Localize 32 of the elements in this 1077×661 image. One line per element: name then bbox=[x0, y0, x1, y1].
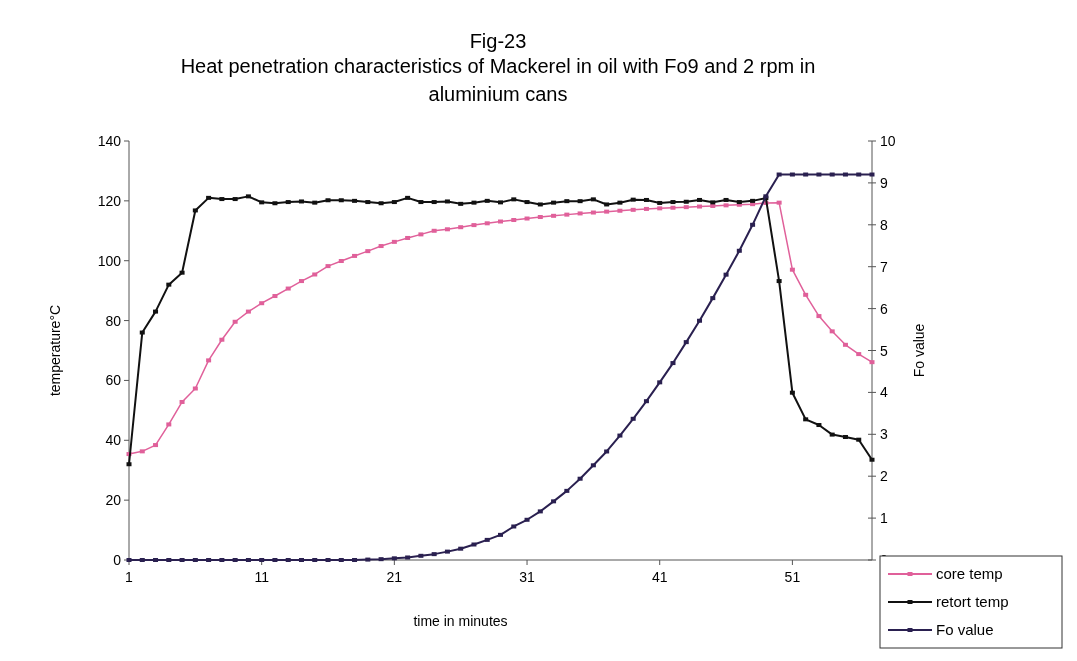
y-axis-title: temperature°C bbox=[47, 304, 63, 397]
x-tick-label: 21 bbox=[386, 569, 403, 585]
y-tick-label: 120 bbox=[97, 192, 122, 209]
y2-tick-label: 4 bbox=[880, 384, 888, 401]
y2-tick-label: 10 bbox=[880, 133, 896, 149]
y-tick-label: 0 bbox=[113, 552, 122, 568]
x-tick-label: 31 bbox=[519, 569, 536, 585]
y2-axis-title: Fo value bbox=[911, 323, 927, 378]
legend-label: Fo value bbox=[936, 621, 994, 638]
x-tick-label: 1 bbox=[125, 569, 134, 585]
x-tick-label: 41 bbox=[651, 569, 668, 585]
y-tick-label: 140 bbox=[97, 133, 122, 149]
y-tick-label: 100 bbox=[97, 252, 122, 269]
y2-tick-label: 6 bbox=[880, 300, 888, 317]
y2-tick-label: 5 bbox=[880, 342, 888, 359]
y2-tick-label: 3 bbox=[880, 426, 888, 443]
y2-tick-label: 9 bbox=[880, 174, 888, 191]
y2-tick-label: 1 bbox=[880, 510, 888, 527]
x-tick-label: 11 bbox=[254, 569, 270, 585]
y2-tick-label: 8 bbox=[880, 216, 888, 233]
y-tick-label: 80 bbox=[105, 312, 122, 329]
x-tick-label: 51 bbox=[784, 569, 801, 585]
chart-subtitle: Heat penetration characteristics of Mackerel in oil with Fo9 and 2 rpm in aluminium cans bbox=[179, 54, 817, 107]
legend-label: retort temp bbox=[936, 593, 1009, 610]
x-axis-title: time in minutes bbox=[413, 613, 508, 629]
y2-tick-label: 7 bbox=[880, 258, 888, 275]
y-tick-label: 20 bbox=[105, 492, 122, 509]
chart-title: Fig-23 bbox=[469, 30, 527, 52]
legend-label: core temp bbox=[936, 565, 1003, 582]
y-tick-label: 40 bbox=[105, 432, 122, 449]
y2-tick-label: 2 bbox=[880, 468, 888, 485]
y-tick-label: 60 bbox=[105, 372, 122, 389]
